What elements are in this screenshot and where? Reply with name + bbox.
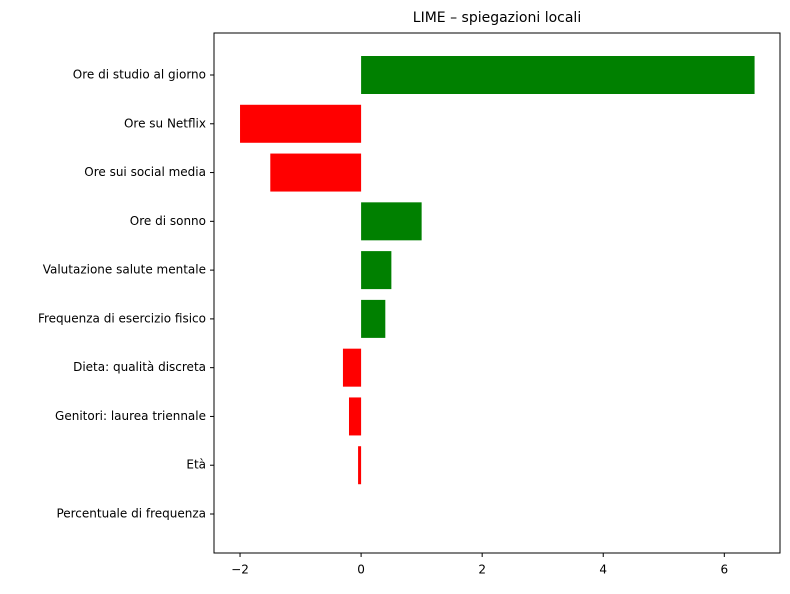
x-tick-label: 6 <box>720 563 728 577</box>
x-tick-label: 0 <box>357 563 365 577</box>
bar <box>270 153 362 192</box>
y-tick-label: Ore di studio al giorno <box>73 68 206 82</box>
chart-title: LIME – spiegazioni locali <box>413 10 581 26</box>
bar <box>361 202 422 241</box>
y-tick-label: Età <box>186 458 206 472</box>
y-tick-label: Dieta: qualità discreta <box>73 360 206 374</box>
x-tick-label: −2 <box>231 563 249 577</box>
plot-frame <box>213 32 781 554</box>
y-tick-label: Valutazione salute mentale <box>43 263 206 277</box>
x-tick-label: 2 <box>478 563 486 577</box>
bar <box>361 251 392 290</box>
y-tick-label: Ore su Netflix <box>124 116 206 130</box>
x-tick-label: 4 <box>599 563 607 577</box>
y-tick-label: Frequenza di esercizio fisico <box>38 311 206 325</box>
bar <box>348 397 362 436</box>
y-tick-label: Percentuale di frequenza <box>56 507 206 521</box>
bar <box>358 446 362 485</box>
bar <box>240 104 362 143</box>
y-tick-label: Genitori: laurea triennale <box>55 409 206 423</box>
bar <box>361 299 386 338</box>
bar <box>361 56 755 94</box>
y-tick-label: Ore sui social media <box>84 165 206 179</box>
y-tick-label: Ore di sonno <box>130 214 206 228</box>
bar <box>342 348 362 387</box>
